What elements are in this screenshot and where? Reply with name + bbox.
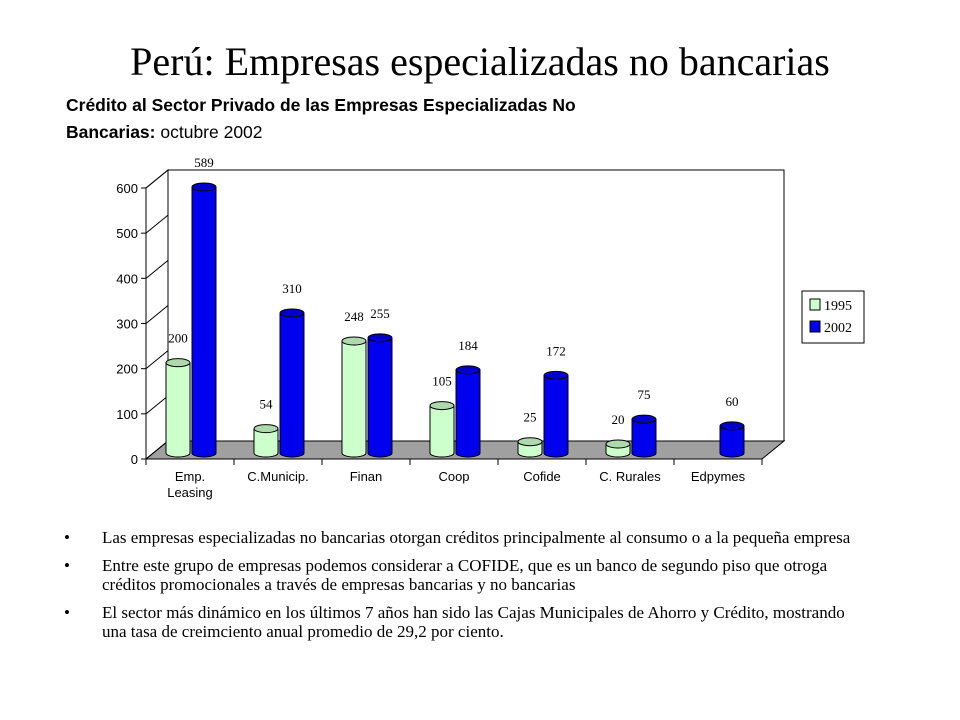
slide-title: Perú: Empresas especializadas no bancari… [130, 39, 830, 84]
bullet-symbol: • [64, 556, 70, 575]
data-label: 589 [194, 155, 214, 170]
y-gridline-depth [145, 440, 169, 460]
bar-top-2002 [543, 370, 569, 380]
bar-1995 [341, 340, 367, 458]
bar-top-2002 [191, 182, 217, 192]
data-label: 105 [432, 374, 452, 389]
bullet-item: • El sector más dinámico en los últimos 7… [64, 603, 864, 641]
chart-title-date: octubre 2002 [155, 122, 263, 142]
bullet-symbol: • [64, 528, 70, 547]
bar-top-2002 [631, 414, 657, 424]
data-label: 75 [638, 387, 651, 402]
y-gridline-depth [145, 305, 169, 324]
y-gridline-depth [145, 214, 169, 234]
bar-2002 [719, 425, 745, 458]
bar-1995 [429, 405, 455, 458]
data-label: 255 [370, 306, 390, 321]
y-tick-label: 0 [131, 452, 138, 467]
bar-2002 [455, 369, 481, 458]
x-tick-label: Edpymes [691, 469, 746, 484]
bar-top-1995 [605, 439, 631, 449]
bar-1995 [253, 428, 279, 458]
y-tick-label: 200 [116, 362, 138, 377]
bullet-list: • Las empresas especializadas no bancaria… [64, 528, 864, 650]
chart-title: Crédito al Sector Privado de las Empresa… [66, 92, 686, 146]
bar-1995 [165, 362, 191, 458]
bullet-item: • Las empresas especializadas no bancaria… [64, 528, 864, 547]
bar-2002 [191, 186, 217, 458]
x-tick-label: Finan [350, 469, 383, 484]
bullet-item: • Entre este grupo de empresas podemos co… [64, 556, 864, 594]
data-label: 25 [524, 410, 537, 425]
y-tick-label: 500 [116, 226, 138, 241]
y-gridline-depth [145, 259, 169, 279]
x-tick-label: Coop [438, 469, 469, 484]
data-label: 172 [546, 343, 566, 358]
bullet-text: Las empresas especializadas no bancarias… [102, 528, 851, 547]
x-tick-label: C.Municip. [247, 469, 308, 484]
data-label: 54 [260, 397, 274, 412]
bar-chart: 0 100 200 300 400 500 600 Emp.Leasing C.Municip.… [116, 155, 865, 500]
y-tick-label: 600 [116, 181, 138, 196]
x-tick-label: Cofide [523, 469, 561, 484]
legend-swatch-2002 [809, 320, 821, 333]
bar-top-1995 [165, 358, 191, 368]
y-tick-label: 400 [116, 271, 138, 286]
bullet-text: Entre este grupo de empresas podemos con… [102, 556, 828, 594]
x-tick-label: C. Rurales [599, 469, 661, 484]
bar-2002 [543, 375, 569, 458]
bullet-text: El sector más dinámico en los últimos 7 … [102, 603, 845, 641]
bar-top-2002 [367, 333, 393, 343]
y-gridline-depth [145, 395, 169, 415]
bar-top-1995 [253, 424, 279, 434]
data-label: 248 [344, 309, 364, 324]
bar-top-1995 [341, 336, 367, 346]
bar-top-2002 [455, 365, 481, 375]
x-tick-label: Emp. [175, 469, 205, 484]
chart-title-label: Bancarias: [66, 122, 156, 142]
chart-title-line1: Crédito al Sector Privado de las Empresa… [66, 95, 576, 115]
data-label: 310 [282, 281, 302, 296]
y-tick-label: 300 [116, 317, 138, 332]
y-tick-label: 100 [116, 407, 138, 422]
data-label: 200 [168, 331, 188, 346]
bar-2002 [631, 419, 657, 458]
bar-top-1995 [429, 401, 455, 411]
data-label: 20 [612, 412, 625, 427]
data-label: 60 [726, 394, 739, 409]
legend-label-2002: 2002 [824, 321, 852, 336]
x-tick-label: Leasing [167, 485, 213, 500]
bar-2002 [367, 337, 393, 458]
data-label: 184 [458, 338, 478, 353]
bar-top-1995 [517, 437, 543, 447]
legend-swatch-1995 [809, 298, 821, 311]
bar-top-2002 [719, 421, 745, 431]
y-gridline-depth [145, 350, 169, 370]
bullet-symbol: • [64, 603, 70, 622]
bar-2002 [279, 312, 305, 458]
bar-top-2002 [279, 308, 305, 318]
legend-label-1995: 1995 [824, 299, 852, 314]
y-gridline-depth [145, 169, 169, 189]
